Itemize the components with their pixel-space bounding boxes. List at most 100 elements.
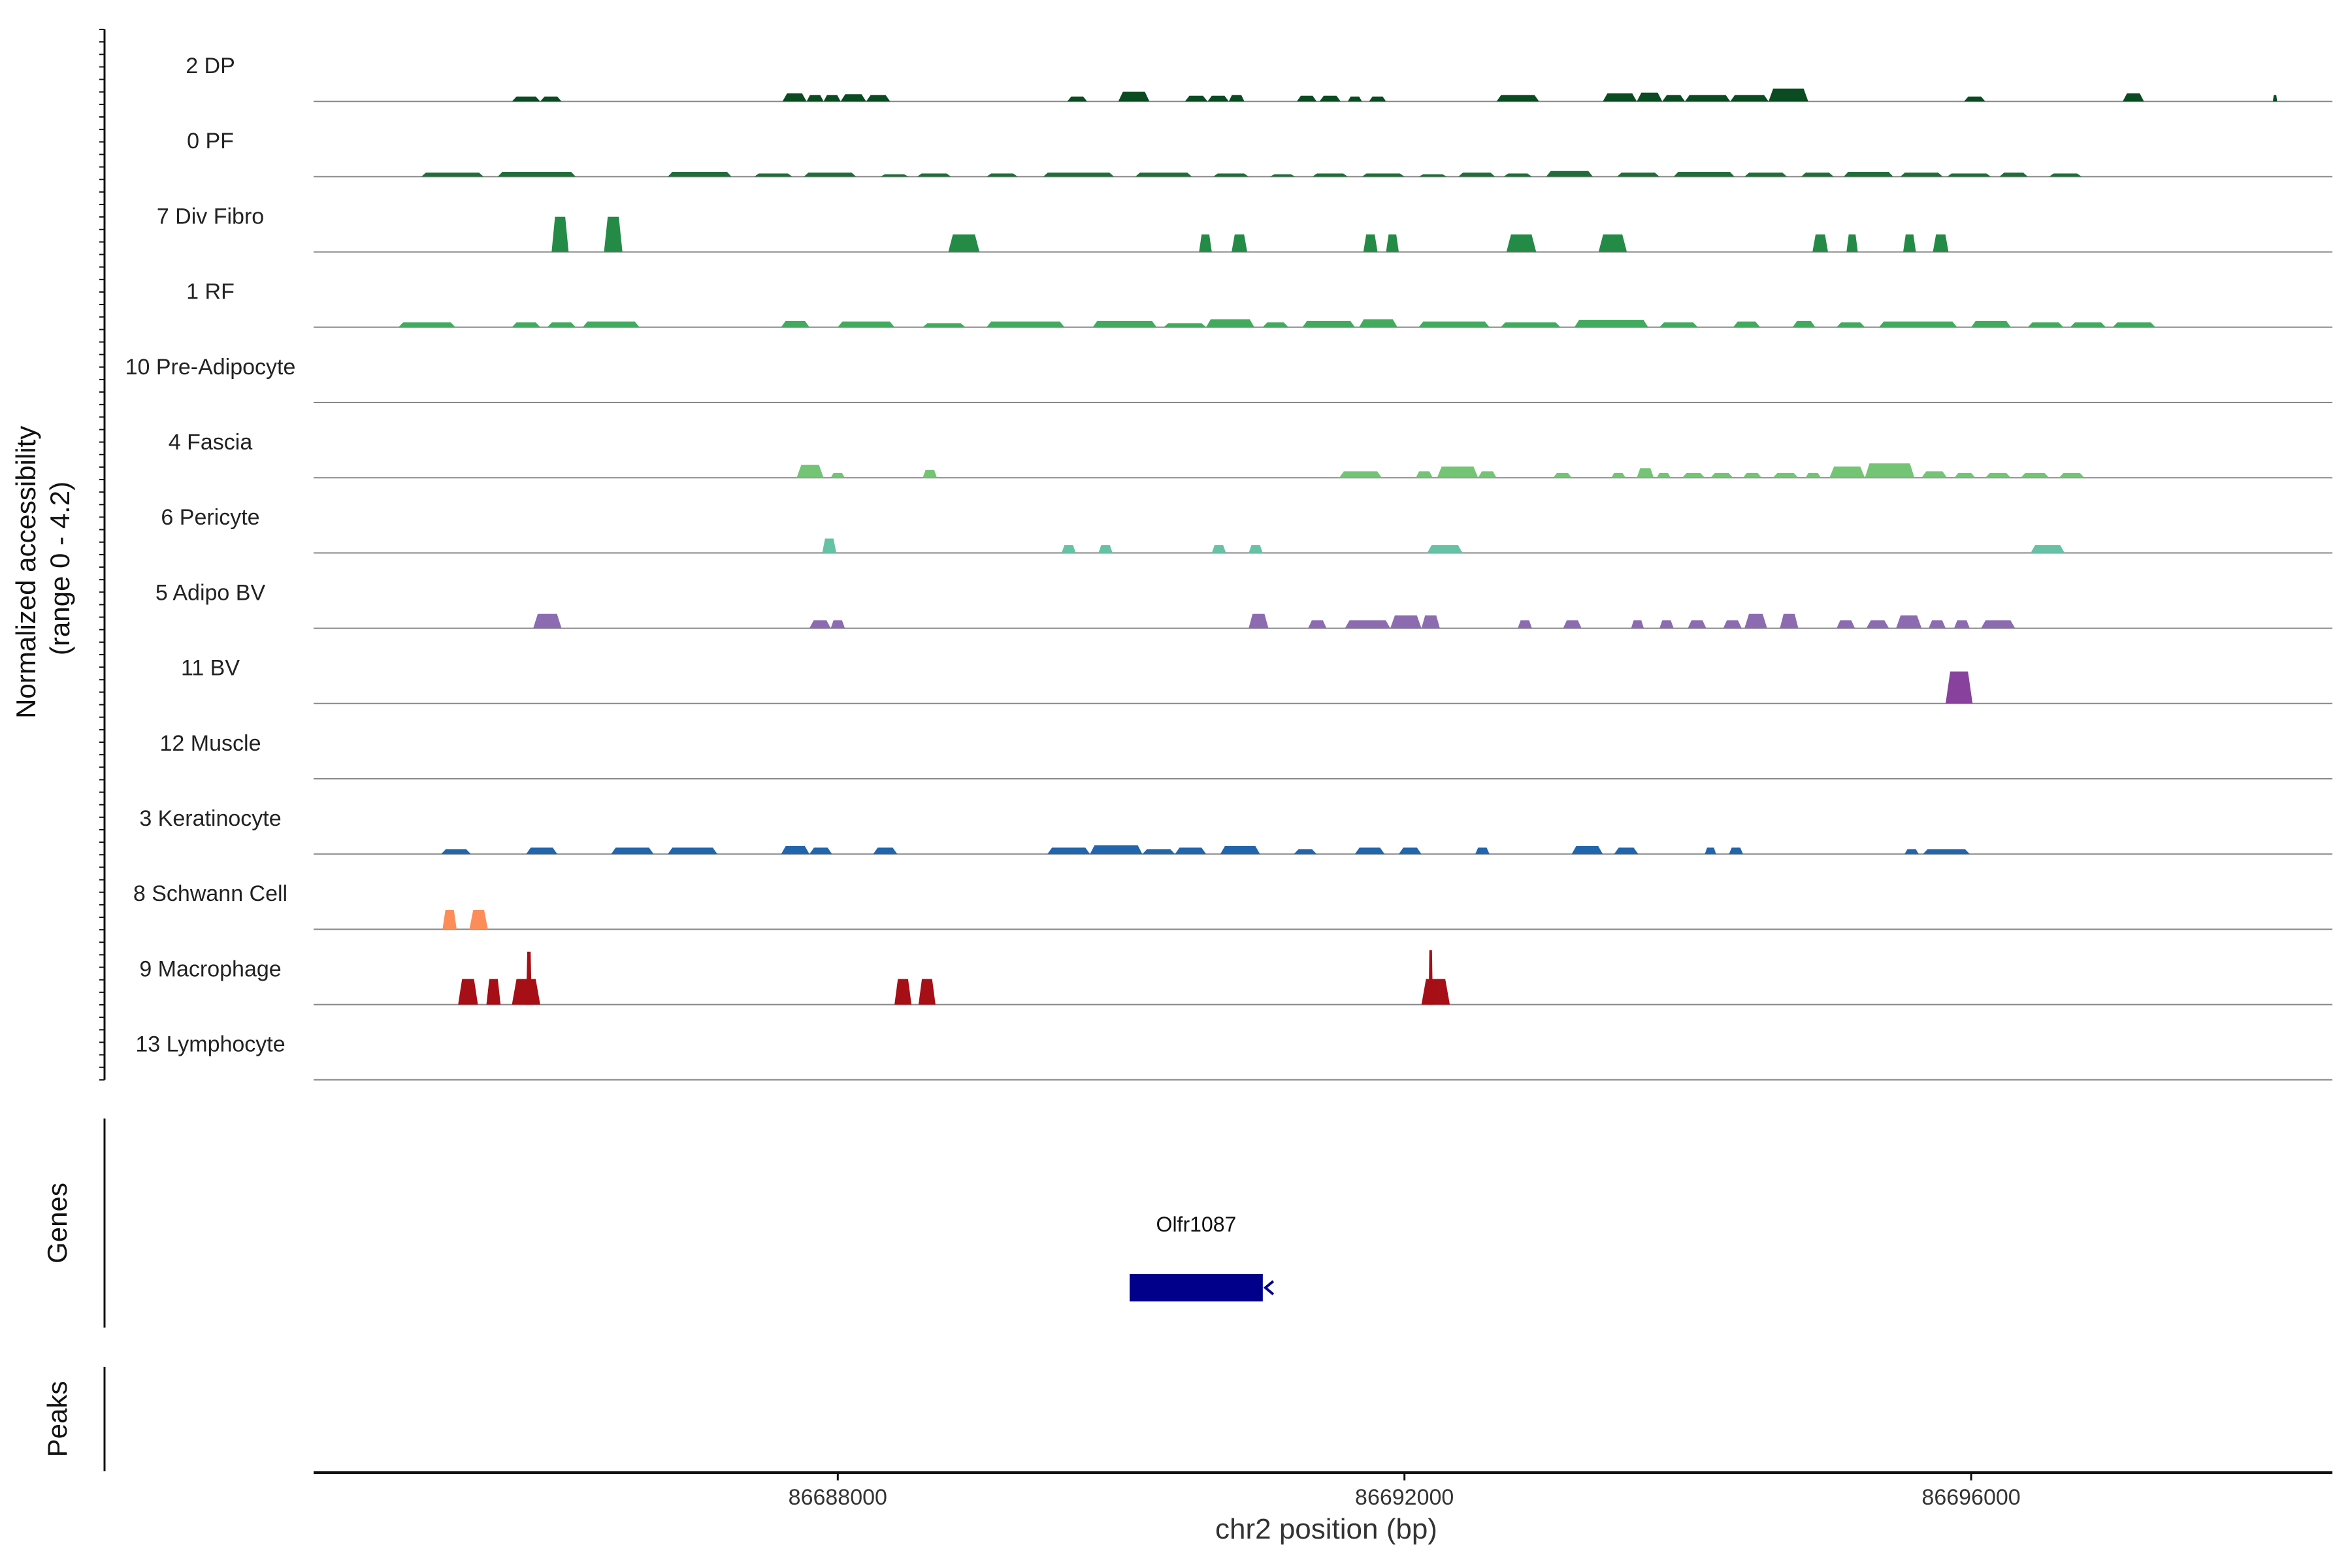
coverage-peak <box>1896 615 1922 629</box>
coverage-peak <box>1837 620 1855 629</box>
coverage-peak <box>1846 234 1858 252</box>
coverage-peak <box>1362 173 1405 177</box>
coverage-peak <box>987 321 1065 327</box>
coverage-peak <box>1416 471 1433 478</box>
coverage-peak <box>1269 174 1296 177</box>
coverage-peak <box>540 96 562 102</box>
coverage-peak <box>1929 620 1946 629</box>
track-label: 2 DP <box>186 54 235 78</box>
coverage-peak <box>1829 466 1865 478</box>
coverage-peak <box>441 849 471 855</box>
track-label: 12 Muscle <box>160 731 261 756</box>
coverage-peak <box>1478 471 1497 478</box>
coverage-peak <box>668 847 717 855</box>
coverage-peak <box>1780 613 1799 629</box>
coverage-peak <box>1135 172 1192 177</box>
track-9-macrophage: 9 Macrophage <box>139 950 2332 1005</box>
track-label: 6 Pericyte <box>161 505 259 530</box>
track-label: 13 Lymphocyte <box>135 1032 285 1057</box>
coverage-peak <box>1506 234 1537 252</box>
coverage-peak <box>1805 472 1821 478</box>
coverage-peak <box>1518 620 1532 629</box>
coverage-peak <box>1999 172 2028 177</box>
y-axis <box>99 29 106 1081</box>
coverage-peak <box>1923 849 1970 855</box>
coverage-peak <box>2027 322 2063 327</box>
coverage-peak <box>1659 620 1674 629</box>
coverage-peak <box>1659 322 1698 327</box>
coverage-peak <box>1733 321 1760 327</box>
coverage-peak <box>1812 234 1828 252</box>
coverage-peak <box>918 979 936 1005</box>
y-axis-label: Normalized accessibility (range 0 - 4.2) <box>10 418 75 719</box>
coverage-peak <box>823 95 841 102</box>
coverage-peak <box>1954 620 1970 629</box>
coverage-peak <box>923 323 966 327</box>
coverage-peak <box>830 472 845 478</box>
coverage-peak <box>1611 472 1625 478</box>
coverage-peak <box>1345 620 1390 629</box>
coverage-peak <box>1685 95 1731 102</box>
coverage-peak <box>1571 846 1603 855</box>
coverage-peak <box>2031 545 2065 553</box>
coverage-peak <box>1043 172 1115 177</box>
coverage-peak <box>1792 321 1816 327</box>
coverage-peak <box>1475 847 1490 855</box>
coverage-peak <box>1662 95 1685 102</box>
track-10-pre-adipocyte: 10 Pre-Adipocyte <box>125 355 2332 403</box>
coverage-peak <box>1801 172 1834 177</box>
coverage-peak <box>469 910 488 930</box>
coverage-peak <box>1903 234 1916 252</box>
coverage-peak <box>458 979 478 1005</box>
coverage-peak <box>1866 620 1889 629</box>
coverage-peak <box>1616 172 1659 177</box>
coverage-peak <box>1175 847 1207 855</box>
coverage-peak <box>1399 847 1422 855</box>
coverage-peak <box>1921 471 1948 478</box>
coverage-peak <box>512 322 540 327</box>
coverage-peak <box>1501 322 1561 327</box>
coverage-peak <box>604 216 623 252</box>
coverage-peak <box>1637 92 1663 102</box>
coverage-peak <box>1067 96 1087 102</box>
track-5-adipo-bv: 5 Adipo BV <box>155 580 2332 629</box>
coverage-peak <box>547 322 576 327</box>
track-label: 7 Div Fibro <box>157 204 264 229</box>
coverage-peak <box>1496 95 1539 102</box>
coverage-peak <box>1369 96 1386 102</box>
track-12-muscle: 12 Muscle <box>160 731 2332 779</box>
coverage-peak <box>1294 849 1317 855</box>
coverage-peak <box>866 95 890 102</box>
coverage-peak <box>1598 234 1627 252</box>
coverage-peak <box>1772 472 1799 478</box>
track-label: 1 RF <box>186 280 235 304</box>
coverage-peak <box>804 172 857 177</box>
coverage-peak <box>2272 95 2278 102</box>
coverage-peak <box>1427 545 1463 553</box>
coverage-peak <box>1656 472 1671 478</box>
coverage-peak <box>486 979 501 1005</box>
x-axis-label: chr2 position (bp) <box>1215 1513 1437 1545</box>
track-7-div-fibro: 7 Div Fibro <box>157 204 2332 253</box>
coverage-peak <box>1769 88 1808 102</box>
track-13-lymphocyte: 13 Lymphocyte <box>135 1032 2332 1081</box>
coverage-peak <box>1458 172 1495 177</box>
coverage-peak <box>2059 472 2085 478</box>
coverage-peak <box>1354 847 1385 855</box>
coverage-peak <box>1843 172 1893 177</box>
coverage-peak <box>1296 95 1317 102</box>
coverage-peak <box>1142 849 1175 855</box>
coverage-peak <box>1090 845 1143 855</box>
coverage-peak <box>987 173 1018 177</box>
coverage-peak <box>830 620 845 629</box>
coverage-peak <box>822 538 837 553</box>
coverage-peak <box>1437 466 1478 478</box>
track-4-fascia: 4 Fascia <box>169 430 2332 479</box>
coverage-peak <box>512 96 540 102</box>
coverage-peak <box>526 951 532 1005</box>
coverage-peak <box>1981 620 2016 629</box>
coverage-peak <box>1118 91 1150 102</box>
coverage-tracks: 2 DP 0 PF 7 Div Fibro 1 RF 10 Pre-Adipocyte 4… <box>125 54 2332 1081</box>
coverage-peak <box>894 979 912 1005</box>
